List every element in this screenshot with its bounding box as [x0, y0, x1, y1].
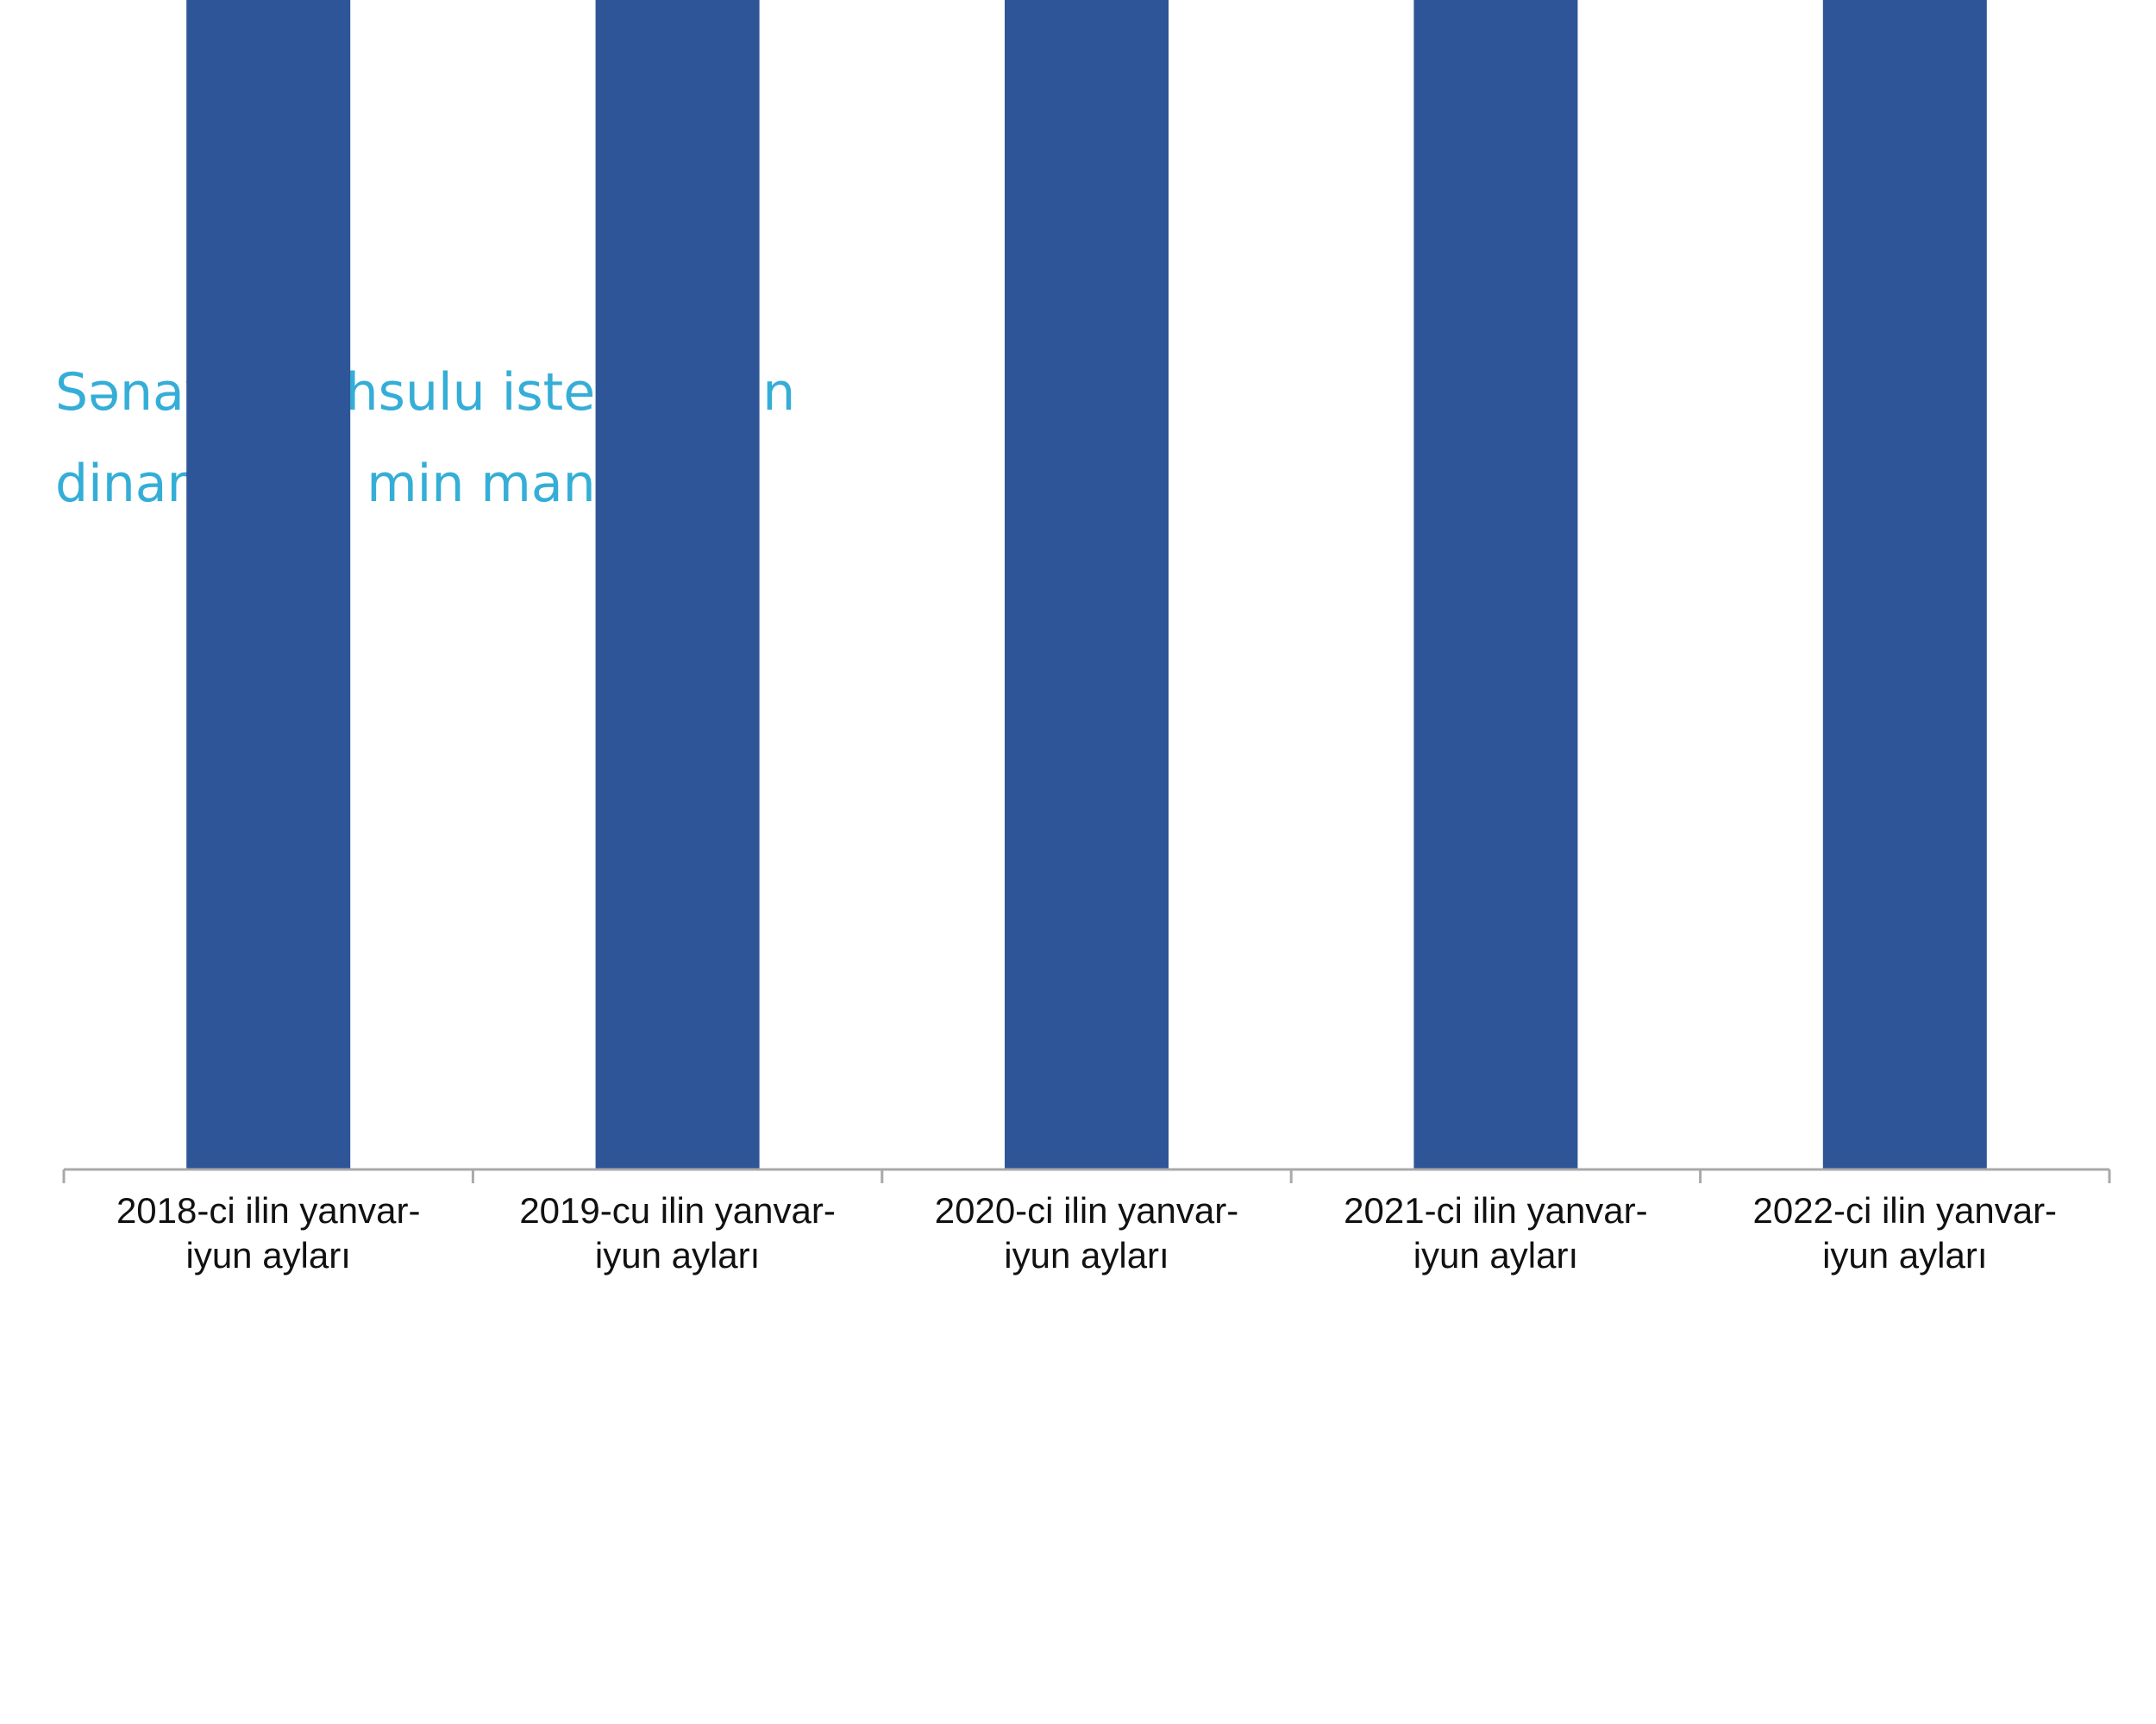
x-tick-label-line: iyun ayları	[1004, 1235, 1169, 1276]
x-tick-label: 2018-ci ilin yanvar-iyun ayları	[116, 1190, 421, 1276]
x-tick-label-line: 2018-ci ilin yanvar-	[116, 1190, 421, 1231]
x-tick-label-line: 2022-ci ilin yanvar-	[1753, 1190, 2058, 1231]
x-tick-label-line: 2020-ci ilin yanvar-	[935, 1190, 1239, 1231]
x-tick-label-line: 2019-cu ilin yanvar-	[519, 1190, 836, 1231]
x-tick-label-line: iyun ayları	[1822, 1235, 1987, 1276]
x-tick-label-line: iyun ayları	[595, 1235, 760, 1276]
x-tick-label: 2021-ci ilin yanvar-iyun ayları	[1344, 1190, 1648, 1276]
bar	[186, 0, 351, 1169]
bar	[1413, 0, 1578, 1169]
x-tick-label-line: 2021-ci ilin yanvar-	[1344, 1190, 1648, 1231]
bar	[595, 0, 760, 1169]
bar	[1005, 0, 1169, 1169]
bar	[1822, 0, 1987, 1169]
x-tick-label: 2022-ci ilin yanvar-iyun ayları	[1753, 1190, 2058, 1276]
x-tick-label: 2020-ci ilin yanvar-iyun ayları	[935, 1190, 1239, 1276]
x-tick-label: 2019-cu ilin yanvar-iyun ayları	[519, 1190, 836, 1276]
x-tick-label-line: iyun ayları	[1413, 1235, 1578, 1276]
x-tick-label-line: iyun ayları	[185, 1235, 350, 1276]
